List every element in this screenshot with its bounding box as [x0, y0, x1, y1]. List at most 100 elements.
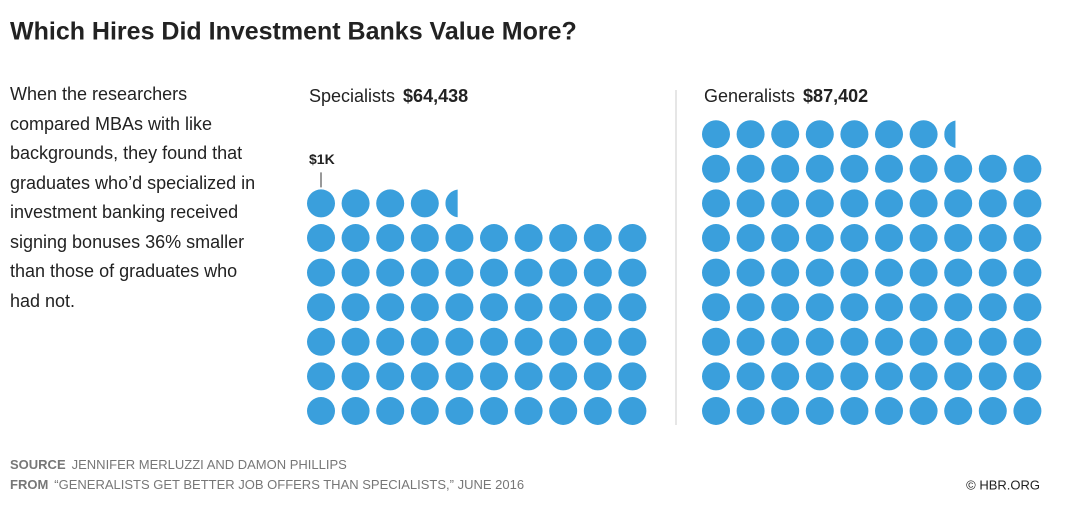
dot: [771, 258, 800, 287]
dot: [944, 258, 973, 287]
dot: [702, 120, 730, 149]
series-name: Specialists: [309, 86, 395, 106]
dot: [1013, 189, 1042, 218]
dot: [840, 120, 869, 149]
dot: [583, 327, 612, 356]
unit-label: $1K: [309, 151, 335, 167]
dot: [583, 397, 612, 425]
dot: [307, 362, 335, 391]
dot: [341, 224, 370, 252]
dot: [840, 154, 869, 183]
dot: [909, 224, 938, 252]
from-label: FROM: [10, 477, 48, 492]
dot: [341, 258, 370, 287]
dot: [1013, 397, 1042, 425]
dot: [618, 397, 647, 425]
dot: [307, 258, 335, 287]
dot: [307, 224, 335, 252]
dot: [944, 293, 973, 322]
dot: [771, 293, 800, 322]
dot: [978, 189, 1007, 218]
dot: [875, 397, 903, 425]
dot: [805, 327, 834, 356]
dot: [909, 397, 938, 425]
series-name: Generalists: [704, 86, 795, 106]
dot: [445, 189, 458, 218]
from: FROM “GENERALISTS GET BETTER JOB OFFERS T…: [10, 477, 524, 492]
dot: [307, 293, 335, 322]
dot: [702, 154, 730, 183]
dot: [341, 189, 370, 218]
dot: [944, 154, 973, 183]
dot: [978, 397, 1007, 425]
dot: [840, 258, 869, 287]
dot: [341, 293, 370, 322]
dot: [805, 224, 834, 252]
dot: [514, 224, 543, 252]
dot: [805, 293, 834, 322]
dot: [480, 258, 508, 287]
dot: [618, 293, 647, 322]
dot: [978, 154, 1007, 183]
dot: [736, 224, 765, 252]
dot: [875, 362, 903, 391]
dot: [1013, 362, 1042, 391]
dot: [307, 397, 335, 425]
dot: [410, 397, 439, 425]
dot: [978, 293, 1007, 322]
dot: [549, 362, 578, 391]
dot: [944, 224, 973, 252]
dot: [514, 327, 543, 356]
dot: [618, 224, 647, 252]
dot: [410, 293, 439, 322]
dot: [583, 362, 612, 391]
dot: [840, 189, 869, 218]
dot: [307, 327, 335, 356]
dot: [736, 327, 765, 356]
dot: [702, 327, 730, 356]
dot: [1013, 154, 1042, 183]
dot: [445, 224, 474, 252]
dot: [771, 120, 800, 149]
dot: [978, 327, 1007, 356]
dot: [771, 362, 800, 391]
dot: [736, 120, 765, 149]
dot: [480, 224, 508, 252]
dot: [445, 362, 474, 391]
dot: [1013, 224, 1042, 252]
dot: [376, 258, 405, 287]
dot: [875, 120, 903, 149]
dot: [702, 189, 730, 218]
dot: [514, 362, 543, 391]
dot: [805, 397, 834, 425]
dot: [771, 189, 800, 218]
dot: [736, 397, 765, 425]
dot: [514, 397, 543, 425]
description: When the researchers compared MBAs with …: [10, 84, 256, 311]
dot: [875, 293, 903, 322]
dot: [376, 397, 405, 425]
dot: [909, 120, 938, 149]
dot: [1013, 327, 1042, 356]
dot: [805, 362, 834, 391]
dot: [771, 397, 800, 425]
dot: [410, 224, 439, 252]
dot: [944, 120, 956, 148]
panel-label: Generalists $87,402: [704, 86, 868, 106]
dot: [875, 189, 903, 218]
dot: [840, 293, 869, 322]
dot: [840, 397, 869, 425]
dot: [736, 362, 765, 391]
dot: [376, 293, 405, 322]
series-value: $87,402: [803, 86, 868, 106]
dot: [341, 397, 370, 425]
dot: [549, 327, 578, 356]
dot: [702, 397, 730, 425]
dot: [549, 397, 578, 425]
dot: [549, 224, 578, 252]
dot: [702, 362, 730, 391]
dot: [944, 327, 973, 356]
dot: [840, 362, 869, 391]
dot: [944, 362, 973, 391]
